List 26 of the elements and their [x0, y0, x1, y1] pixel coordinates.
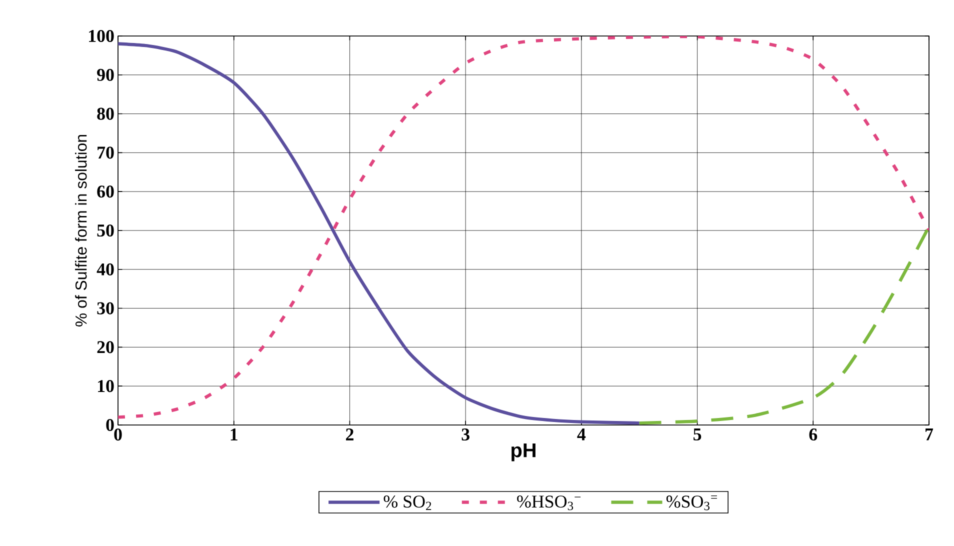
line-series [118, 42, 641, 425]
y-axis-title: % of Sulfite form in solution [75, 134, 87, 326]
x-tick-label: 0 [114, 428, 122, 441]
y-tick-label: 10 [98, 380, 114, 392]
x-tick-label: 4 [577, 428, 586, 440]
y-tick-label: 60 [97, 186, 114, 198]
y-tick-label: 20 [97, 341, 114, 354]
legend-label: % SO$_{2}$ [384, 496, 432, 510]
x-tick-label: 6 [809, 428, 818, 441]
x-axis-title: pH [512, 443, 536, 462]
x-tick-label: 3 [462, 428, 470, 441]
y-tick-label: 70 [98, 146, 114, 159]
line-series [118, 36, 930, 419]
x-tick-label: 5 [694, 428, 702, 440]
x-tick-label: 7 [926, 428, 934, 440]
y-tick-label: 80 [97, 108, 114, 120]
y-tick-label: 0 [106, 418, 114, 432]
x-tick-label: 2 [346, 428, 354, 440]
y-tick-label: 40 [96, 263, 114, 276]
x-tick-label: 1 [230, 428, 238, 440]
legend-label: %SO$_{3}$= [666, 496, 717, 510]
y-tick-label: 50 [97, 224, 114, 237]
y-tick-label: 100 [89, 30, 114, 42]
legend-label: %HSO$_{3}$− [517, 496, 581, 510]
y-tick-label: 90 [97, 68, 114, 81]
y-tick-label: 30 [97, 302, 114, 314]
